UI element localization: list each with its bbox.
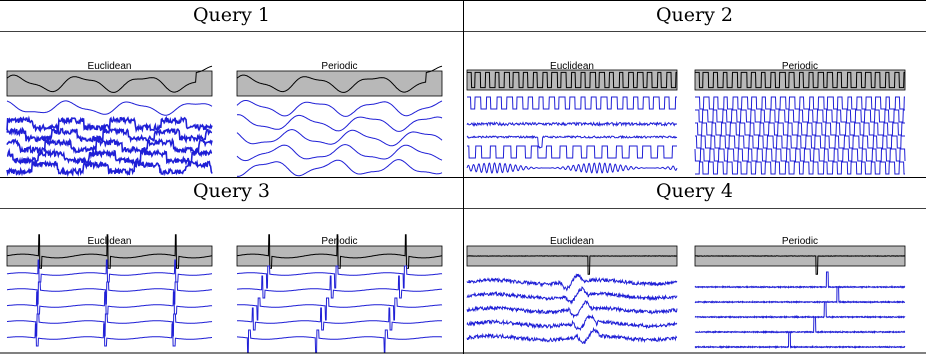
- q2-euclidean-result-4: [467, 145, 677, 159]
- q2-periodic-query-signal: [695, 71, 905, 89]
- q2-periodic-result-1: [695, 96, 905, 110]
- q4-periodic-result-1: [694, 271, 906, 289]
- q4-euclidean-result-2: [466, 286, 678, 305]
- q4-periodic-result-3: [694, 301, 906, 319]
- query-3-title: Query 3: [192, 180, 270, 202]
- q1-periodic-result-1: [236, 100, 443, 117]
- q4-euclidean-result-3: [466, 300, 678, 319]
- q3-periodic-label: Periodic: [321, 236, 358, 247]
- q2-periodic-result-2: [695, 109, 905, 123]
- q3-euclidean-query-signal: [6, 234, 212, 269]
- q3-euclidean-result-1: [6, 259, 212, 283]
- q4-periodic-result-4: [694, 316, 906, 334]
- q1-euclidean-result-1: [6, 100, 213, 116]
- q1-euclidean-query-signal: [6, 65, 213, 93]
- q1-euclidean-result-6: [6, 159, 213, 178]
- q4-euclidean-result-5: [466, 326, 678, 345]
- q4-euclidean-label: Euclidean: [550, 236, 594, 247]
- q1-euclidean-result-2: [6, 115, 213, 134]
- q3-euclidean-result-2: [7, 281, 212, 305]
- q3-euclidean-result-4: [7, 313, 213, 337]
- q4-euclidean-query-signal: [466, 255, 678, 275]
- q2-periodic-label: Periodic: [781, 61, 819, 72]
- q4-periodic-result-5: [694, 331, 906, 350]
- q2-periodic-result-3: [695, 122, 905, 136]
- query-2-title: Query 2: [655, 4, 733, 26]
- q2-periodic-result-5: [694, 148, 906, 162]
- q1-periodic-result-5: [236, 159, 443, 177]
- query-4-title: Query 4: [655, 180, 733, 202]
- q4-periodic-label: Periodic: [781, 236, 819, 247]
- q1-euclidean-query-box: [6, 70, 213, 97]
- q1-euclidean-result-3: [6, 126, 213, 144]
- query-1-title: Query 1: [192, 4, 270, 26]
- q1-periodic-query-box: [236, 70, 443, 97]
- q2-euclidean-result-2: [466, 120, 677, 128]
- q2-periodic-result-4: [695, 135, 905, 149]
- q1-periodic-result-2: [236, 114, 443, 132]
- q1-euclidean-result-4: [6, 136, 213, 155]
- q1-periodic-label: Periodic: [321, 61, 358, 72]
- q2-euclidean-label: Euclidean: [550, 61, 594, 72]
- q1-euclidean-label: Euclidean: [87, 61, 132, 72]
- q3-euclidean-result-5: [6, 323, 212, 347]
- q1-periodic-result-4: [236, 144, 443, 162]
- q1-euclidean-result-5: [6, 147, 213, 167]
- q2-euclidean-result-1: [467, 96, 677, 110]
- q3-periodic-result-5: [237, 329, 442, 353]
- q2-euclidean-result-3: [466, 134, 678, 149]
- q3-periodic-result-3: [237, 297, 443, 321]
- q3-euclidean-label: Euclidean: [87, 236, 132, 247]
- q3-periodic-result-4: [237, 307, 442, 331]
- q1-periodic-query-signal: [236, 65, 443, 93]
- q4-euclidean-result-1: [466, 273, 678, 292]
- q4-euclidean-result-4: [466, 314, 678, 332]
- q4-periodic-result-2: [694, 286, 905, 304]
- q4-periodic-query-signal: [695, 254, 906, 275]
- q2-euclidean-result-5: [466, 162, 678, 174]
- q1-periodic-result-3: [236, 129, 443, 147]
- q2-euclidean-query-signal: [467, 71, 677, 89]
- q3-periodic-result-1: [237, 265, 443, 289]
- q3-periodic-query-signal: [236, 234, 442, 269]
- q2-periodic-result-6: [695, 161, 905, 175]
- q3-periodic-result-2: [237, 275, 443, 299]
- q3-euclidean-result-3: [7, 291, 213, 315]
